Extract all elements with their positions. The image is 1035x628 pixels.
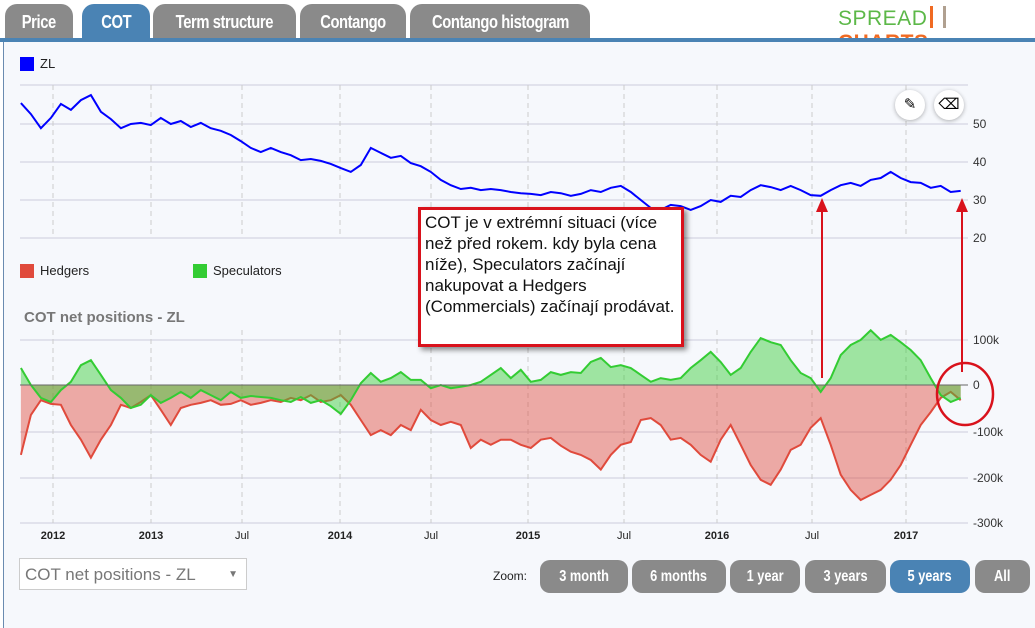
speculators-line	[20, 328, 962, 416]
tab-contango[interactable]: Contango	[300, 4, 406, 39]
x-tick: Jul	[804, 530, 820, 542]
zoom-3-years-button[interactable]: 3 years	[805, 560, 886, 593]
x-tick: 2012	[40, 530, 66, 542]
x-tick: Jul	[616, 530, 632, 542]
y-tick: 100k	[973, 333, 1000, 347]
zoom-5-years-button[interactable]: 5 years	[890, 560, 970, 593]
annotation-marks	[816, 198, 995, 427]
cot-chart-title: COT net positions - ZL	[24, 309, 185, 326]
legend-speculators[interactable]: Speculators	[193, 263, 282, 278]
tab-underline	[0, 38, 1035, 42]
x-tick: 2015	[515, 530, 541, 542]
arrow-2-head	[956, 198, 968, 212]
y-tick: 30	[973, 193, 987, 207]
y-tick: 0	[973, 378, 980, 392]
legend-swatch	[20, 263, 34, 278]
series-select[interactable]: COT net positions - ZL ▼	[19, 558, 247, 590]
tab-contango-histogram[interactable]: Contango histogram	[410, 4, 590, 39]
legend-swatch	[20, 56, 34, 71]
y-tick: 40	[973, 155, 987, 169]
x-tick: 2016	[704, 530, 730, 542]
tab-price[interactable]: Price	[5, 4, 73, 39]
hedgers-line	[19, 390, 962, 502]
x-tick: 2017	[893, 530, 919, 542]
y-tick: -200k	[973, 471, 1004, 485]
zoom-label: Zoom:	[493, 569, 528, 583]
logo-bars-icon	[930, 6, 947, 28]
x-tick: 2014	[327, 530, 353, 542]
zoom-6-months-button[interactable]: 6 months	[632, 560, 726, 593]
hedgers-area	[20, 385, 961, 500]
y-tick: -300k	[973, 516, 1004, 530]
x-tick: Jul	[234, 530, 250, 542]
tab-cot[interactable]: COT	[82, 4, 150, 39]
tab-term-structure[interactable]: Term structure	[153, 4, 296, 39]
annotation-note: COT je v extrémní situaci (více než před…	[418, 207, 684, 347]
legend-zl[interactable]: ZL	[20, 56, 55, 71]
zoom-3-month-button[interactable]: 3 month	[540, 560, 628, 593]
eraser-icon[interactable]: ⌫	[934, 90, 964, 120]
zoom-all-button[interactable]: All	[975, 560, 1030, 593]
arrow-1-head	[816, 198, 828, 212]
y-tick: 50	[973, 117, 987, 131]
x-tick: 2013	[138, 530, 164, 542]
highlight-circle	[935, 361, 995, 427]
zoom-1-year-button[interactable]: 1 year	[730, 560, 800, 593]
legend-swatch	[193, 263, 207, 278]
chevron-down-icon: ▼	[228, 569, 238, 580]
y-tick: -100k	[973, 425, 1004, 439]
price-line-zl	[20, 93, 961, 211]
y-tick: 20	[973, 231, 987, 245]
pencil-icon[interactable]: ✎	[895, 90, 925, 120]
x-tick: Jul	[423, 530, 439, 542]
legend-hedgers[interactable]: Hedgers	[20, 263, 89, 278]
speculators-area	[20, 330, 961, 414]
